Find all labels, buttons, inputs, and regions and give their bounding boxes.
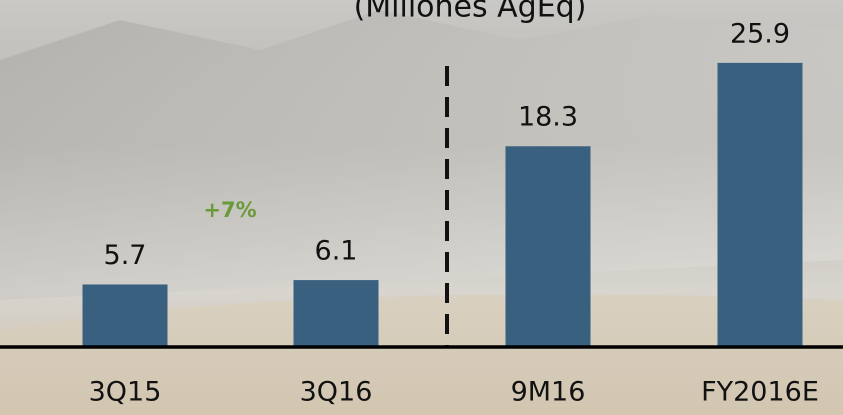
- value-label: 25.9: [730, 18, 790, 49]
- annotation: +7%: [203, 198, 256, 222]
- bar: [294, 280, 379, 347]
- value-label: 6.1: [315, 236, 358, 267]
- bar: [506, 146, 591, 347]
- x-tick-label: 3Q15: [89, 377, 162, 408]
- page: {"chart_data": {"type": "bar", "subtitle…: [0, 0, 843, 415]
- x-tick-label: 3Q16: [300, 377, 373, 408]
- chart: (Millones AgEq) +7% 3Q15 5.7 3Q16 6.1 9M16 18…: [0, 0, 843, 415]
- x-tick-label: FY2016E: [701, 377, 819, 408]
- value-label: 18.3: [518, 102, 578, 133]
- x-tick-label: 9M16: [511, 377, 586, 408]
- bar: [718, 63, 803, 347]
- value-label: 5.7: [104, 240, 147, 271]
- bar: [83, 284, 168, 347]
- chart-subtitle: (Millones AgEq): [354, 0, 587, 25]
